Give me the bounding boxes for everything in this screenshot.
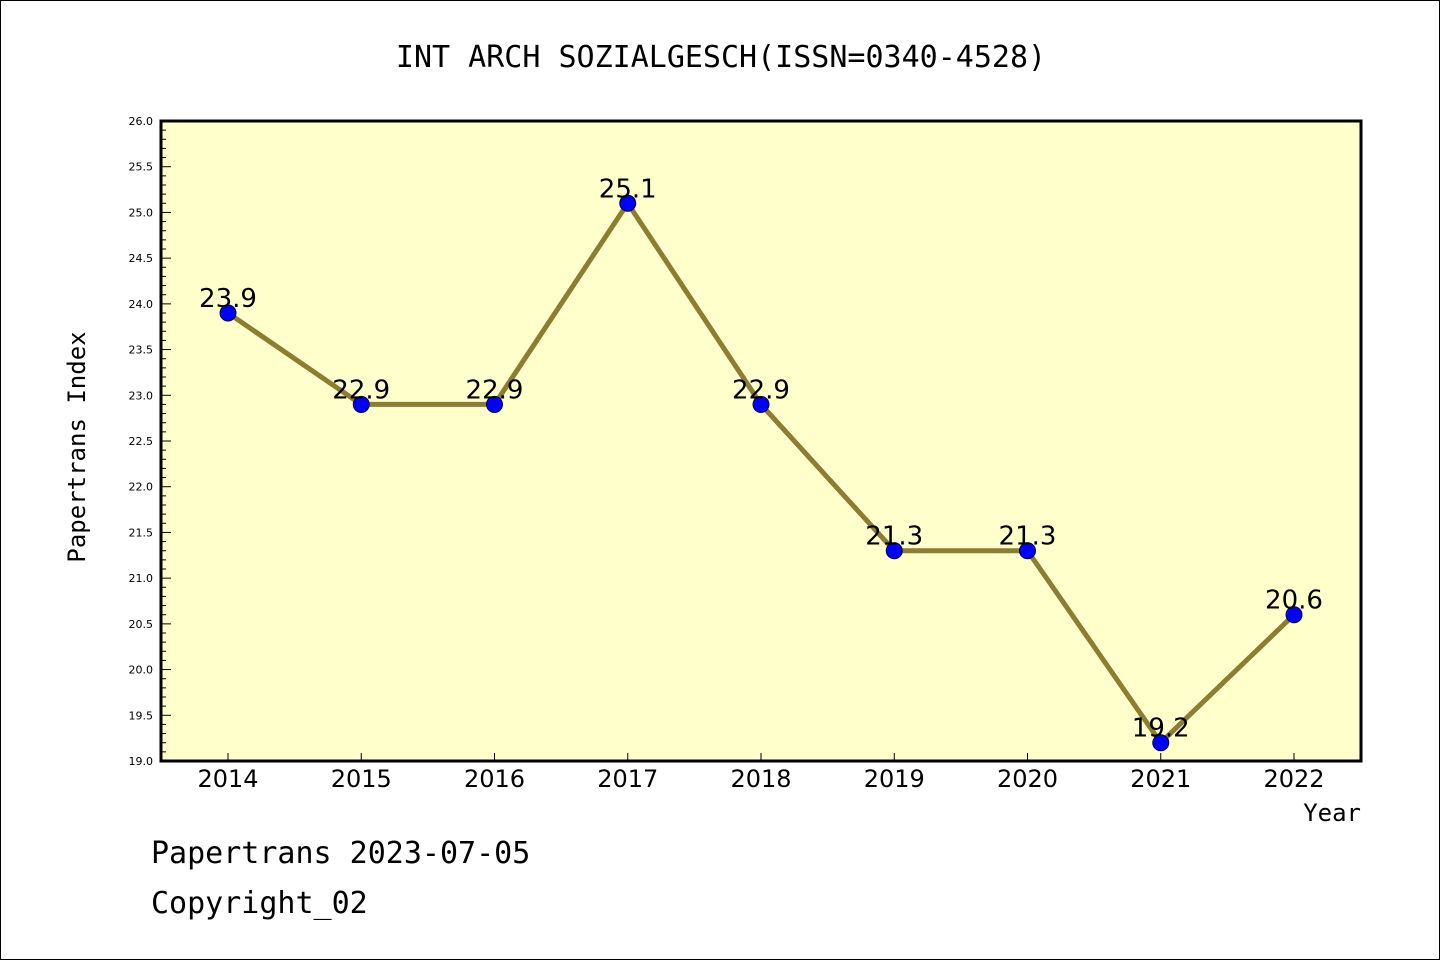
data-point xyxy=(885,542,903,560)
plot-area xyxy=(161,121,1361,761)
x-tick-label: 2022 xyxy=(1263,765,1324,793)
data-point xyxy=(1152,734,1170,752)
x-tick-label: 2014 xyxy=(197,765,258,793)
x-tick-label: 2017 xyxy=(597,765,658,793)
data-label: 21.3 xyxy=(999,522,1057,552)
data-point xyxy=(619,194,637,212)
x-tick-label: 2016 xyxy=(464,765,525,793)
x-axis-label: Year xyxy=(1303,799,1361,827)
x-tick-label: 2020 xyxy=(997,765,1058,793)
data-label: 19.2 xyxy=(1132,714,1190,744)
y-tick-label: 21.5 xyxy=(129,526,154,539)
y-tick-label: 20.5 xyxy=(129,618,154,631)
series-layer xyxy=(219,194,1303,752)
footer-date: Papertrans 2023-07-05 xyxy=(151,836,531,871)
data-point xyxy=(352,395,370,413)
y-axis-label: Papertrans Index xyxy=(63,331,91,562)
data-label: 21.3 xyxy=(865,522,923,552)
footer-copyright: Copyright_02 xyxy=(151,886,368,921)
data-label: 20.6 xyxy=(1265,586,1323,616)
y-tick-label: 26.0 xyxy=(129,115,154,128)
y-tick-label: 24.0 xyxy=(129,298,154,311)
x-tick-label: 2021 xyxy=(1130,765,1191,793)
y-tick-label: 25.5 xyxy=(129,161,154,174)
x-axis: 2014 2015 2016 2017 2018 2019 2020 2021 2022 xyxy=(197,753,1325,793)
data-label: 25.1 xyxy=(599,174,657,204)
plot-frame xyxy=(159,119,1363,763)
y-tick-label: 23.5 xyxy=(129,344,154,357)
x-tick-label: 2015 xyxy=(331,765,392,793)
data-point xyxy=(486,395,503,413)
y-tick-label: 19.5 xyxy=(129,709,154,722)
data-point xyxy=(752,395,770,413)
y-tick-label: 21.0 xyxy=(129,572,154,585)
data-label: 22.9 xyxy=(466,375,524,405)
y-tick-label: 24.5 xyxy=(129,252,154,265)
x-tick-label: 2019 xyxy=(864,765,925,793)
y-tick-label: 22.0 xyxy=(129,481,154,494)
data-labels: 23.9 22.9 22.9 25.1 22.9 21.3 21.3 19.2 20.6 xyxy=(199,174,1323,743)
data-point xyxy=(219,304,237,322)
data-label: 22.9 xyxy=(332,375,390,405)
y-tick-label: 19.0 xyxy=(129,755,154,768)
y-tick-label: 22.5 xyxy=(129,435,154,448)
data-label: 22.9 xyxy=(732,375,790,405)
y-tick-label: 25.0 xyxy=(129,206,154,219)
y-tick-label: 20.0 xyxy=(129,664,154,677)
chart-title: INT ARCH SOZIALGESCH(ISSN=0340-4528) xyxy=(396,40,1046,75)
y-axis: 19.0 19.5 20.0 20.5 21.0 21.5 22.0 22.5 23.0 23.5… xyxy=(129,115,171,768)
data-point xyxy=(1019,542,1036,560)
y-tick-label: 23.0 xyxy=(129,389,154,402)
data-point xyxy=(1285,606,1303,624)
x-tick-label: 2018 xyxy=(730,765,791,793)
data-label: 23.9 xyxy=(199,284,257,314)
